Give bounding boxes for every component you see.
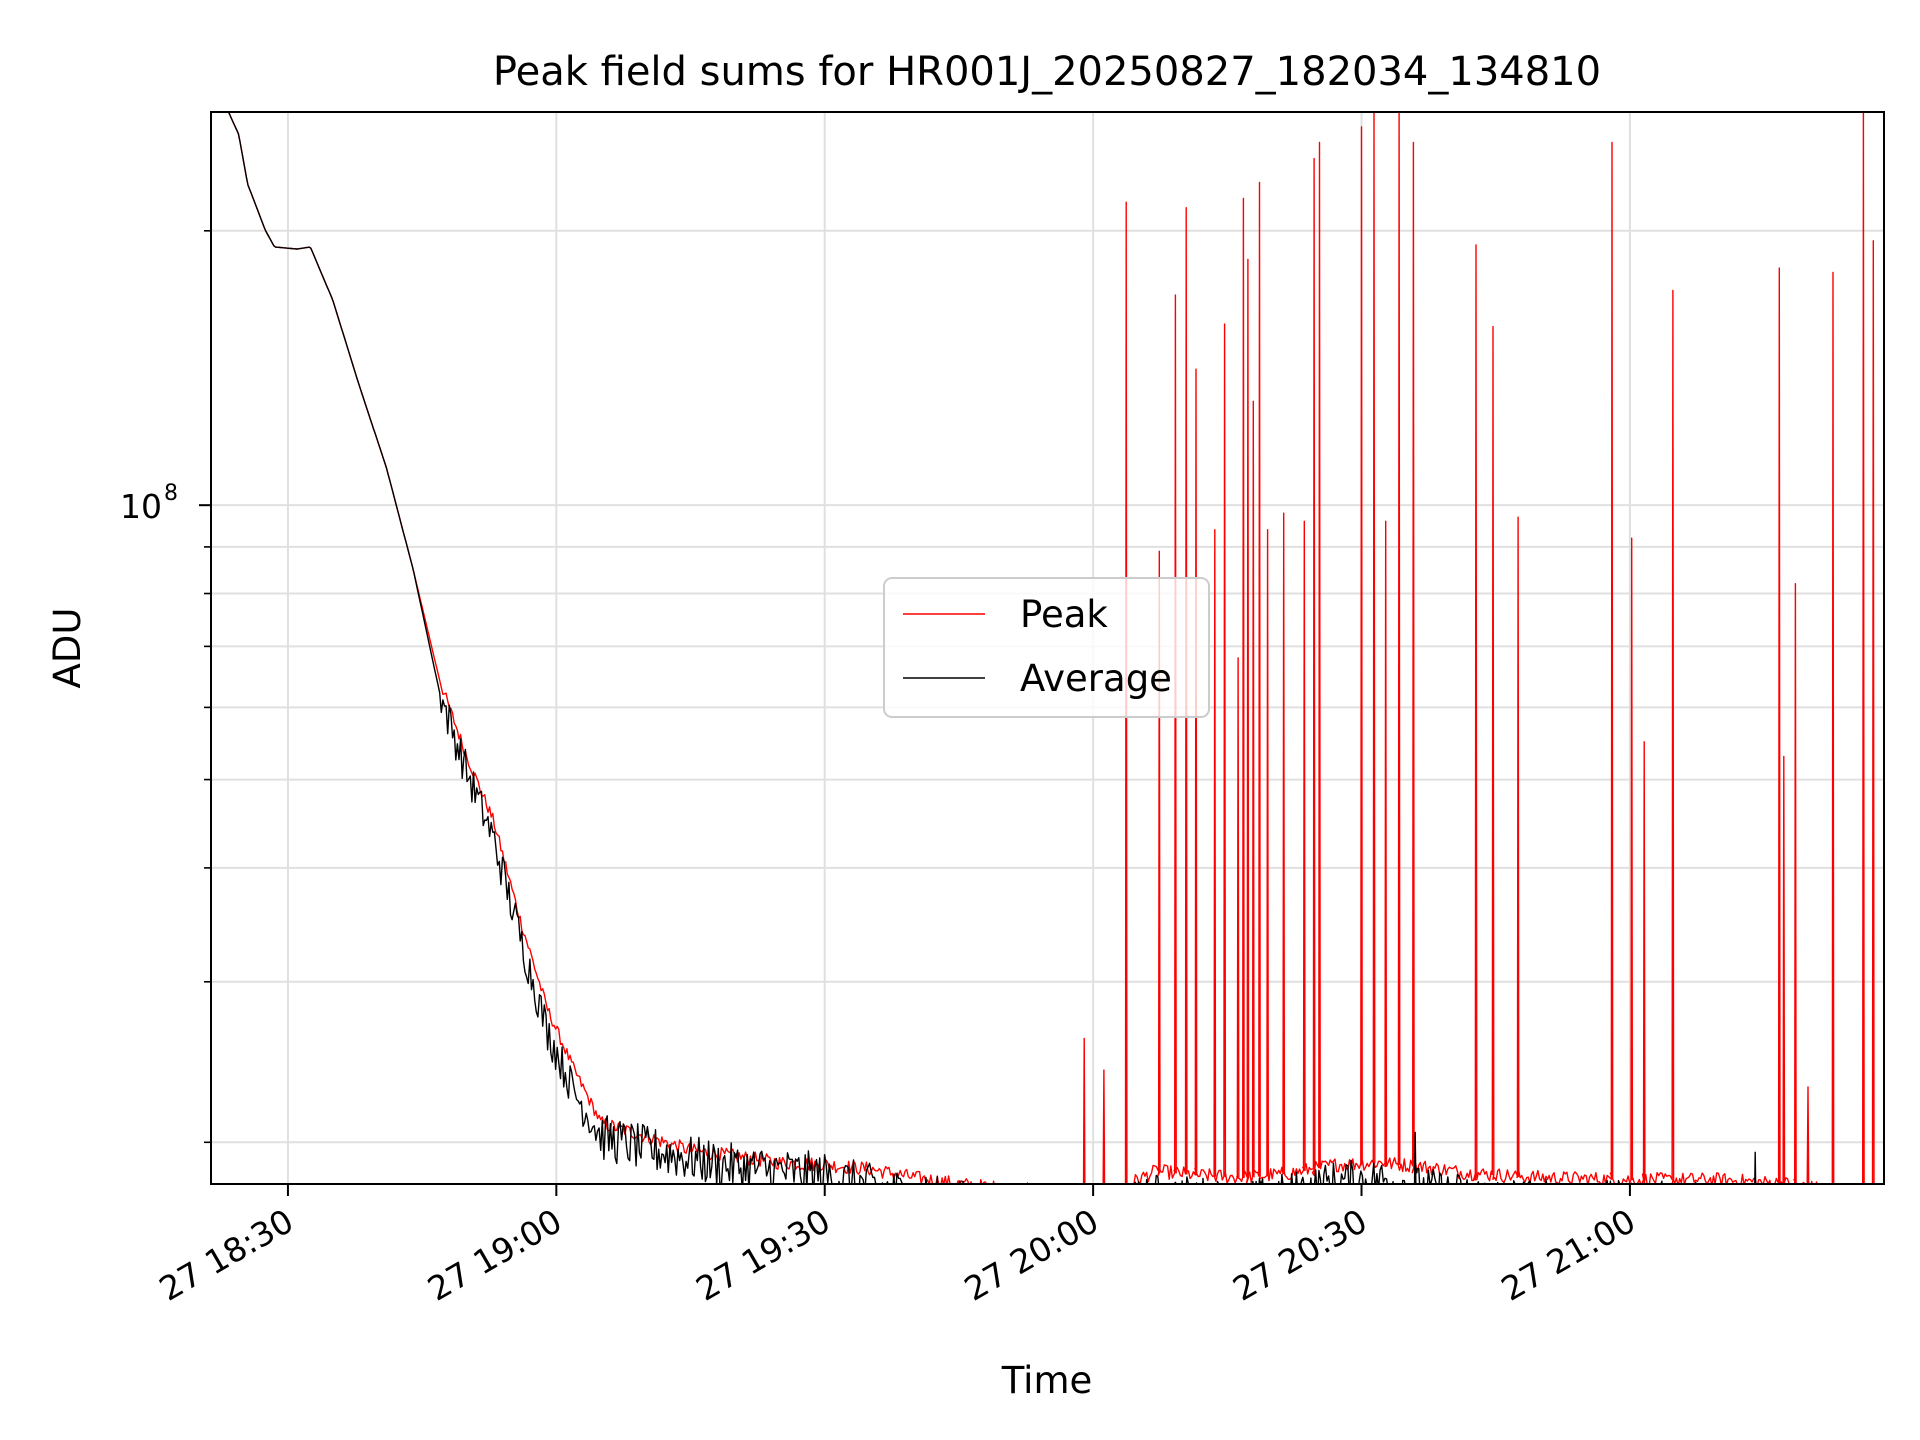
- series-line-average: [227, 112, 1757, 1184]
- series-lines: [227, 112, 1875, 1184]
- series-line-peak: [227, 112, 1875, 1184]
- x-tick-label: 27 21:00: [1495, 1201, 1642, 1309]
- x-tick-label: 27 20:30: [1226, 1201, 1373, 1309]
- legend-label-peak: Peak: [1020, 593, 1108, 636]
- plot-frame: [210, 111, 1885, 1185]
- x-axis-label: Time: [1001, 1359, 1093, 1402]
- x-tick-label: 27 19:00: [421, 1201, 568, 1309]
- y-tick-label-exponent: 8: [164, 481, 178, 506]
- chart-title: Peak field sums for HR001J_20250827_1820…: [493, 49, 1601, 95]
- legend-label-average: Average: [1020, 657, 1172, 700]
- x-tick-label: 27 20:00: [958, 1201, 1105, 1309]
- x-tick-label: 27 18:30: [153, 1201, 300, 1309]
- legend-box: [883, 577, 1210, 718]
- y-tick-label: 10: [120, 487, 162, 526]
- legend: Peak Average: [883, 577, 1210, 718]
- x-tick-label: 27 19:30: [689, 1201, 836, 1309]
- y-axis-label: ADU: [46, 608, 89, 689]
